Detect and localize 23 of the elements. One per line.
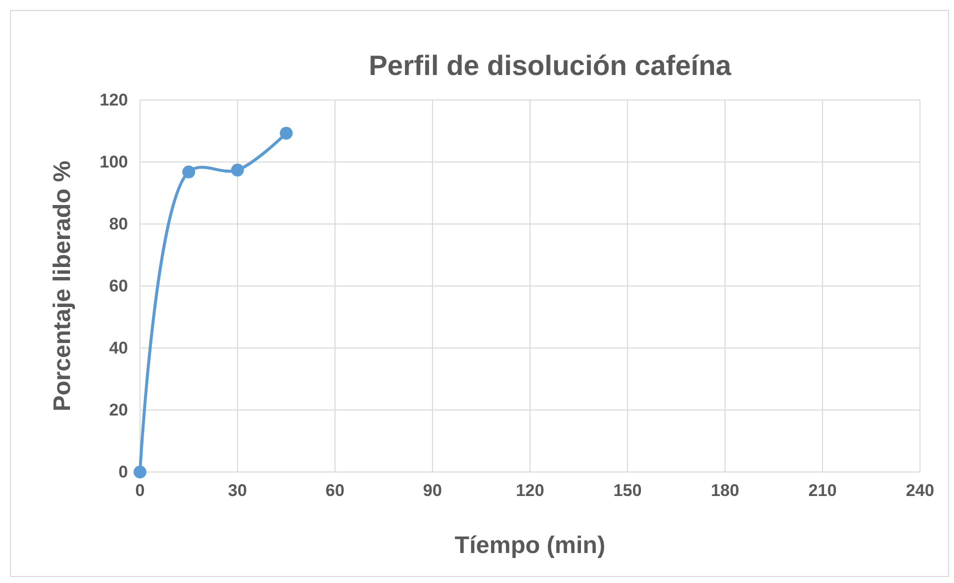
x-tick-label: 150 [613, 481, 642, 500]
y-tick-label: 120 [100, 90, 128, 110]
x-axis-title: Tíempo (min) [454, 532, 606, 559]
x-tick-label: 0 [135, 481, 145, 500]
y-tick-label: 0 [118, 462, 128, 482]
x-tick-label: 210 [808, 481, 837, 500]
point [231, 164, 244, 176]
y-tick-label: 80 [109, 214, 128, 234]
chart-title: Perfil de disolución cafeína [368, 50, 732, 81]
x-tick-label: 30 [228, 481, 247, 500]
y-tick-label: 20 [109, 400, 128, 420]
point [134, 466, 146, 478]
x-tick-label: 60 [326, 481, 344, 500]
x-tick-label: 120 [516, 481, 544, 500]
y-tick-label: 100 [100, 152, 128, 172]
x-tick-label: 240 [906, 481, 934, 500]
point [280, 126, 293, 140]
x-tick-label: 90 [423, 481, 442, 500]
point [182, 166, 196, 178]
y-axis-title: Porcentaje liberado % [49, 160, 76, 412]
x-tick-label: 180 [710, 481, 740, 500]
y-tick-label: 60 [109, 276, 128, 296]
y-tick-label: 40 [109, 338, 128, 358]
